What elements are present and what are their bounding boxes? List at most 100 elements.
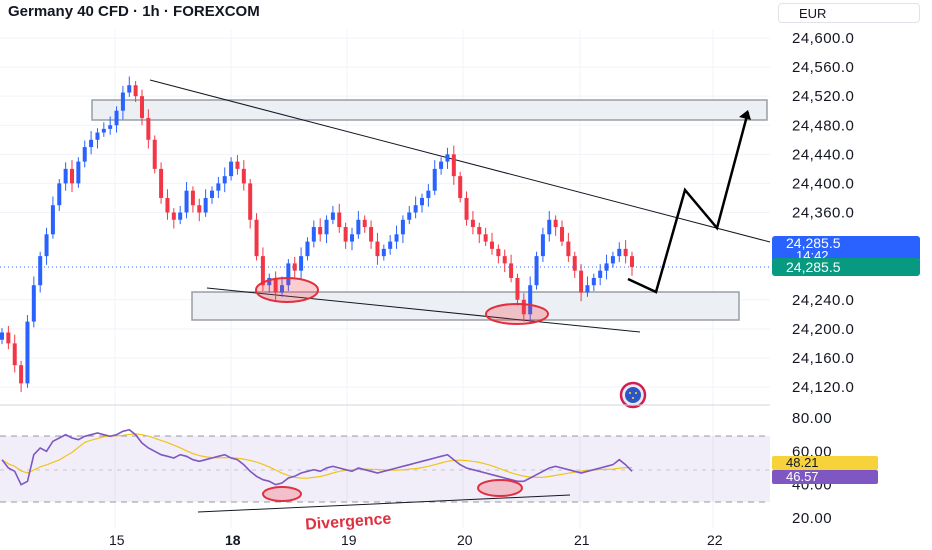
candle-body [114, 110, 119, 126]
rsi-divergence-line [197, 494, 571, 513]
candle-body [458, 176, 463, 198]
candle-body [490, 241, 494, 249]
lower-trendline [206, 287, 641, 333]
candle-body [445, 154, 450, 162]
candle-body [591, 277, 596, 286]
candle-body [534, 256, 539, 286]
candle-body [210, 190, 214, 198]
descending-trendline [149, 79, 771, 243]
candle-body [44, 234, 49, 257]
candle-body [178, 212, 183, 220]
projection-arrowhead [739, 110, 751, 120]
rsi-value-label: 48.21 [772, 455, 878, 470]
candle-body [337, 212, 342, 228]
candle-body [515, 277, 520, 300]
time-tick-label: 21 [574, 532, 590, 548]
candle-body [553, 219, 558, 228]
candle-body [509, 263, 514, 278]
candle-body [203, 197, 208, 213]
candle-body [108, 125, 113, 129]
candle-body [260, 256, 265, 286]
economic-event-icon[interactable] [619, 381, 647, 409]
candle-body [216, 183, 221, 191]
candle-body [400, 219, 405, 235]
candle-body [350, 234, 354, 242]
candle-body [140, 96, 144, 118]
time-axis[interactable]: 15 18 19 20 21 22 [109, 532, 723, 548]
time-tick-label: 19 [341, 532, 357, 548]
candle-body [63, 168, 68, 184]
price-tick-label: 24,520.0 [792, 88, 854, 105]
bottom-marker-1 [255, 277, 319, 303]
candle-body [229, 161, 234, 177]
candle-body [540, 234, 545, 257]
candle-body [267, 277, 272, 286]
time-tick-label: 15 [109, 532, 125, 548]
candle-body [356, 219, 361, 235]
candle-body [165, 197, 170, 213]
candlestick-series [0, 76, 634, 393]
candle-body [318, 227, 323, 235]
candle-body [12, 343, 17, 366]
candle-body [432, 168, 437, 191]
candle-body [95, 132, 100, 140]
candle-body [190, 190, 195, 206]
candle-body [127, 85, 132, 93]
rsi-ma-line [1, 433, 632, 479]
price-tick-label: 24,360.0 [792, 205, 854, 222]
rsi-line [1, 428, 633, 486]
svg-text:46.57: 46.57 [786, 469, 819, 484]
candle-body [407, 212, 412, 220]
price-tick-label: 24,600.0 [792, 30, 854, 47]
price-tick-label: 24,440.0 [792, 146, 854, 163]
time-tick-label: 18 [225, 532, 241, 548]
candle-body [566, 241, 571, 257]
candle-body [82, 147, 87, 162]
candle-body [120, 92, 125, 111]
candle-body [369, 227, 374, 242]
rsi-low-marker-1 [262, 486, 302, 502]
price-axis[interactable]: 24,600.0 24,560.0 24,520.0 24,480.0 24,440.0… [792, 30, 854, 396]
candle-body [31, 285, 36, 322]
candle-body [521, 299, 526, 315]
candle-body [547, 219, 552, 235]
candle-body [171, 212, 176, 220]
price-tick-label: 24,400.0 [792, 175, 854, 192]
candle-body [572, 256, 577, 271]
time-tick-label: 20 [457, 532, 473, 548]
candle-body [496, 248, 501, 257]
candle-body [50, 205, 55, 235]
candle-body [617, 248, 622, 257]
candle-body [292, 263, 297, 271]
candle-body [197, 205, 202, 213]
candle-body [241, 168, 246, 184]
svg-text:24,285.5: 24,285.5 [786, 235, 841, 251]
candle-body [273, 277, 278, 293]
candle-body [324, 219, 329, 235]
candle-body [70, 168, 74, 184]
candle-body [299, 256, 304, 271]
candle-body [25, 321, 30, 384]
candle-body [528, 285, 533, 315]
price-tick-label: 24,240.0 [792, 292, 854, 309]
rsi-band [0, 436, 770, 502]
candle-body [470, 219, 475, 228]
candle-body [286, 263, 291, 286]
currency-selector[interactable]: EUR [778, 3, 920, 23]
rsi-tick-label: 20.00 [792, 510, 832, 527]
bottom-marker-2 [485, 303, 549, 325]
candle-body [152, 139, 157, 169]
rsi-ma-value-label: 46.57 [772, 469, 878, 484]
candle-body [311, 227, 316, 242]
price-tick-label: 24,480.0 [792, 117, 854, 134]
chart-title: Germany 40 CFD · 1h · FOREXCOM [8, 3, 260, 20]
candle-body [184, 190, 189, 213]
candle-body [146, 117, 151, 140]
candle-body [483, 234, 488, 242]
candle-body [585, 285, 590, 293]
candle-body [6, 332, 11, 344]
candle-body [502, 256, 507, 264]
candle-body [89, 139, 94, 148]
candle-body [413, 205, 418, 213]
